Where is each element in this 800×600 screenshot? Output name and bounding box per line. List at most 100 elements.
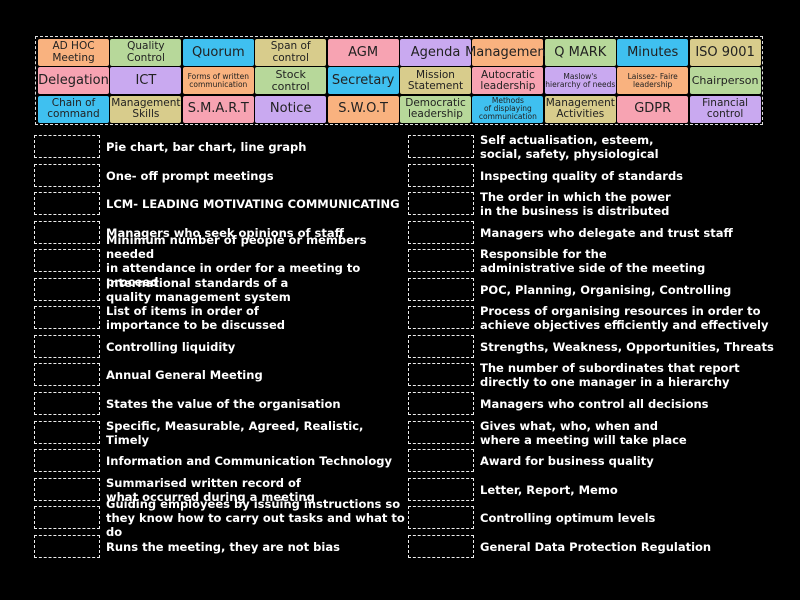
tile-label: Quorum <box>191 44 245 60</box>
tile-label: Skills <box>132 108 160 121</box>
tile-label: Q MARK <box>554 44 607 60</box>
clue-text: List of items in order of <box>106 304 259 319</box>
tile[interactable]: Autocratic leadership <box>472 67 544 95</box>
tile[interactable]: ICT <box>110 67 182 95</box>
tile[interactable]: Financial control <box>689 95 761 123</box>
tile[interactable]: Forms of written communication <box>182 67 254 95</box>
answer-slot[interactable] <box>408 220 474 244</box>
clue: Responsible for the administrative side o… <box>480 247 780 275</box>
tile[interactable]: Notice <box>255 95 327 123</box>
clue-text: importance to be discussed <box>106 318 285 333</box>
tile[interactable]: Management Activities <box>544 95 616 123</box>
answer-slot[interactable] <box>408 306 474 330</box>
clue: Managers who seek opinions of staff <box>106 219 406 247</box>
tile[interactable]: Chain of command <box>38 95 109 123</box>
answer-slot[interactable] <box>34 477 100 501</box>
answer-slot[interactable] <box>408 391 474 415</box>
answer-slot[interactable] <box>34 420 100 444</box>
tile[interactable]: Management <box>465 39 551 66</box>
tile-label: Laissez- Faire <box>627 71 678 81</box>
answer-slot[interactable] <box>408 192 474 216</box>
answer-slot[interactable] <box>34 277 100 301</box>
tile[interactable]: AGM <box>327 39 399 66</box>
answer-slot[interactable] <box>34 249 100 273</box>
tile-tray <box>35 36 763 125</box>
answer-slot[interactable] <box>34 506 100 530</box>
clue-text: Self actualisation, esteem, <box>480 133 654 147</box>
clue-text: Process of organising resources in order… <box>480 304 761 319</box>
tile[interactable]: S.W.O.T <box>327 95 399 123</box>
tile-label: Methods <box>491 96 524 106</box>
tile[interactable]: Agenda <box>400 39 471 66</box>
tile[interactable]: Democratic leadership <box>400 95 471 123</box>
answer-slot[interactable] <box>408 249 474 273</box>
clue-text: Guiding employees by issuing instruction… <box>106 497 401 512</box>
tile[interactable]: AD HOC Meeting <box>38 39 109 66</box>
tile-label: Mission <box>416 68 455 81</box>
tile[interactable]: Management Skills <box>110 95 182 123</box>
tile[interactable]: Minutes <box>617 39 689 66</box>
clue: Controlling liquidity <box>106 333 406 361</box>
answer-slot[interactable] <box>34 192 100 216</box>
answer-slot[interactable] <box>408 420 474 444</box>
clue-text: where a meeting will take place <box>480 432 687 447</box>
clue-text: quality management system <box>106 289 291 304</box>
tile[interactable]: Secretary <box>327 67 399 95</box>
tile[interactable]: Q MARK <box>544 39 616 66</box>
tile[interactable]: Maslow's hierarchy of needs <box>544 67 616 95</box>
clue: States the value of the organisation <box>106 390 406 418</box>
tile[interactable]: Quorum <box>182 39 254 66</box>
tile-label: communication <box>478 112 537 122</box>
clue: Strengths, Weakness, Opportunities, Thre… <box>480 333 780 361</box>
tile[interactable]: S.M.A.R.T <box>182 95 254 123</box>
tile-label: Management <box>465 44 551 60</box>
answer-slot[interactable] <box>408 334 474 358</box>
clue-text: Managers who control all decisions <box>480 396 709 411</box>
clue: General Data Protection Regulation <box>480 533 780 561</box>
clue: Minimum number of people or members need… <box>106 233 406 289</box>
clue-text: One- off prompt meetings <box>106 168 274 183</box>
answer-slot[interactable] <box>34 334 100 358</box>
tile[interactable]: Stock control <box>255 67 327 95</box>
tile-label: Notice <box>269 101 312 117</box>
clue: Specific, Measurable, Agreed, Realistic,… <box>106 419 406 447</box>
clue: The order in which the power in the busin… <box>480 190 780 218</box>
tile[interactable]: Quality Control <box>110 39 182 66</box>
tile-label: leadership <box>408 108 463 121</box>
answer-slot[interactable] <box>408 363 474 387</box>
clue-text: The order in which the power <box>480 190 671 205</box>
answer-slot[interactable] <box>408 163 474 187</box>
answer-slot[interactable] <box>34 163 100 187</box>
answer-slot[interactable] <box>34 363 100 387</box>
clue-text: Pie chart, bar chart, line graph <box>106 140 307 154</box>
tile[interactable]: Methods of displaying communication <box>472 95 544 123</box>
tile[interactable]: Span of control <box>255 39 327 66</box>
tile-label: Statement <box>407 79 464 92</box>
answer-slot[interactable] <box>408 506 474 530</box>
answer-slot[interactable] <box>34 306 100 330</box>
answer-slot[interactable] <box>34 220 100 244</box>
tile[interactable]: Laissez- Faire leadership <box>617 67 689 95</box>
tile-label: communication <box>189 79 248 89</box>
answer-slot[interactable] <box>34 449 100 473</box>
answer-slot[interactable] <box>408 534 474 558</box>
answer-slot[interactable] <box>408 477 474 501</box>
tile[interactable]: Chairperson <box>689 67 761 95</box>
clue-text: The number of subordinates that report <box>480 361 740 376</box>
clue: Information and Communication Technology <box>106 447 406 475</box>
answer-slot[interactable] <box>408 135 474 158</box>
clue-text: Information and Communication Technology <box>106 454 393 469</box>
tile[interactable]: Delegation <box>38 67 109 95</box>
answer-slot[interactable] <box>34 391 100 415</box>
answer-slot[interactable] <box>408 277 474 301</box>
answer-slot[interactable] <box>408 449 474 473</box>
tile[interactable]: ISO 9001 <box>689 39 761 66</box>
tile-label: control <box>706 108 744 121</box>
answer-slot[interactable] <box>34 135 100 158</box>
tile[interactable]: GDPR <box>617 95 689 123</box>
tile-label: Control <box>126 51 165 64</box>
answer-slot[interactable] <box>34 534 100 558</box>
tile[interactable]: Mission Statement <box>400 67 471 95</box>
clue: Managers who control all decisions <box>480 390 780 418</box>
clue: Guiding employees by issuing instruction… <box>106 497 406 539</box>
